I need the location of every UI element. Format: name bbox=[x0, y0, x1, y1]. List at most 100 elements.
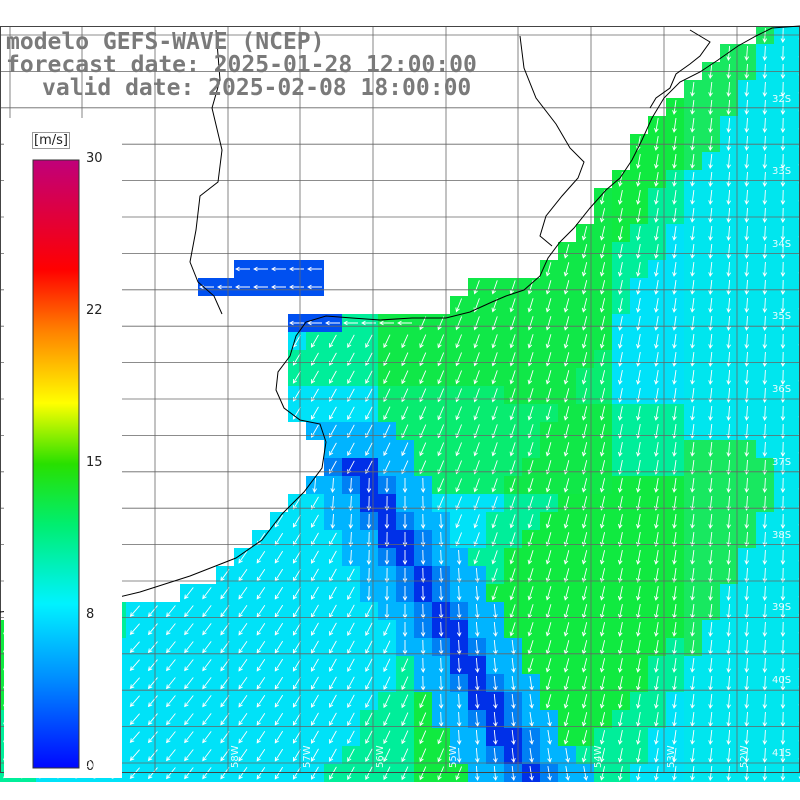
wind-arrow bbox=[654, 352, 659, 367]
wind-arrow bbox=[311, 370, 319, 384]
wind-arrow bbox=[329, 586, 337, 600]
wind-arrow bbox=[636, 406, 641, 421]
wind-arrow bbox=[726, 495, 731, 511]
wind-arrow bbox=[654, 604, 659, 619]
wind-arrow bbox=[762, 387, 768, 403]
wind-arrow bbox=[672, 370, 677, 385]
wind-arrow bbox=[690, 226, 695, 241]
lat-label-41s: 41S bbox=[772, 748, 792, 759]
wind-arrow bbox=[292, 694, 301, 708]
wind-arrow bbox=[744, 729, 750, 745]
wind-arrow bbox=[547, 712, 552, 727]
wind-arrow bbox=[599, 550, 606, 565]
wind-arrow bbox=[475, 621, 480, 637]
wind-arrow bbox=[509, 586, 516, 601]
wind-arrow bbox=[762, 531, 768, 547]
wind-arrow bbox=[654, 622, 659, 637]
wind-arrow bbox=[708, 567, 713, 583]
wind-arrow bbox=[456, 585, 462, 601]
wind-arrow bbox=[744, 45, 750, 61]
wind-arrow bbox=[599, 226, 606, 241]
wind-arrow bbox=[509, 280, 516, 295]
wind-arrow bbox=[690, 478, 695, 493]
wind-arrow bbox=[509, 370, 516, 385]
wind-arrow bbox=[636, 622, 641, 637]
wind-arrow bbox=[617, 226, 623, 241]
wind-arrow bbox=[672, 712, 677, 727]
wind-arrow bbox=[744, 693, 750, 709]
wind-arrow bbox=[780, 495, 786, 511]
wind-arrow bbox=[708, 441, 713, 457]
wind-arrow bbox=[708, 171, 713, 187]
wind-arrow bbox=[563, 316, 570, 331]
wind-arrow bbox=[690, 352, 695, 367]
wind-arrow bbox=[762, 297, 768, 313]
wind-arrow bbox=[636, 712, 641, 727]
wind-arrow bbox=[383, 748, 391, 763]
wind-arrow bbox=[347, 658, 355, 673]
wind-arrow bbox=[617, 370, 623, 385]
wind-arrow bbox=[438, 513, 444, 529]
wind-arrow bbox=[184, 695, 194, 708]
wind-arrow bbox=[545, 676, 552, 691]
wind-arrow bbox=[343, 320, 358, 326]
wind-arrow bbox=[473, 316, 480, 331]
wind-arrow bbox=[509, 496, 516, 511]
wind-arrow bbox=[547, 748, 552, 763]
wind-arrow bbox=[672, 586, 677, 601]
wind-arrow bbox=[129, 605, 140, 618]
wind-arrow bbox=[581, 622, 588, 637]
wind-arrow bbox=[402, 586, 408, 601]
wind-arrow bbox=[563, 514, 570, 529]
wind-arrow bbox=[475, 693, 480, 709]
wind-arrow bbox=[617, 208, 623, 223]
wind-arrow bbox=[166, 749, 176, 762]
wind-arrow bbox=[744, 621, 750, 637]
wind-cell bbox=[792, 530, 800, 548]
wind-arrow bbox=[581, 298, 588, 313]
wind-arrow bbox=[654, 550, 659, 565]
wind-arrow bbox=[274, 514, 284, 528]
wind-cell bbox=[792, 314, 800, 332]
wind-arrow bbox=[690, 136, 695, 151]
wind-arrow bbox=[708, 531, 713, 547]
wind-arrow bbox=[455, 442, 463, 457]
wind-arrow bbox=[762, 315, 768, 331]
wind-arrow bbox=[762, 603, 768, 619]
wind-arrow bbox=[744, 153, 750, 169]
wind-arrow bbox=[419, 694, 427, 709]
wind-arrow bbox=[726, 153, 731, 169]
wind-arrow bbox=[545, 550, 552, 565]
wind-arrow bbox=[599, 622, 606, 637]
wind-arrow bbox=[402, 514, 408, 529]
wind-arrow bbox=[202, 695, 212, 708]
wind-arrow bbox=[744, 549, 750, 565]
wind-arrow bbox=[744, 441, 750, 457]
wind-arrow bbox=[762, 621, 768, 637]
wind-arrow bbox=[365, 658, 373, 673]
wind-arrow bbox=[238, 622, 248, 636]
wind-arrow bbox=[547, 730, 552, 745]
wind-arrow bbox=[672, 568, 677, 583]
wind-arrow bbox=[292, 676, 301, 690]
wind-arrow bbox=[456, 549, 462, 565]
wind-arrow bbox=[147, 749, 158, 762]
wind-arrow bbox=[690, 388, 695, 403]
wind-arrow bbox=[402, 496, 408, 511]
wind-arrow bbox=[311, 532, 319, 546]
wind-arrow bbox=[202, 749, 212, 762]
wind-cell bbox=[792, 440, 800, 458]
wind-arrow bbox=[509, 514, 516, 529]
wind-arrow bbox=[708, 549, 713, 565]
wind-arrow bbox=[384, 495, 390, 511]
wind-arrow bbox=[563, 280, 570, 295]
wind-arrow bbox=[762, 405, 768, 421]
wind-arrow bbox=[599, 370, 606, 385]
wind-arrow bbox=[129, 731, 140, 744]
wind-arrow bbox=[708, 99, 713, 115]
wind-arrow bbox=[708, 495, 713, 511]
wind-arrow bbox=[256, 712, 266, 726]
wind-arrow bbox=[438, 621, 444, 637]
wind-arrow bbox=[456, 657, 462, 673]
wind-arrow bbox=[256, 658, 266, 672]
